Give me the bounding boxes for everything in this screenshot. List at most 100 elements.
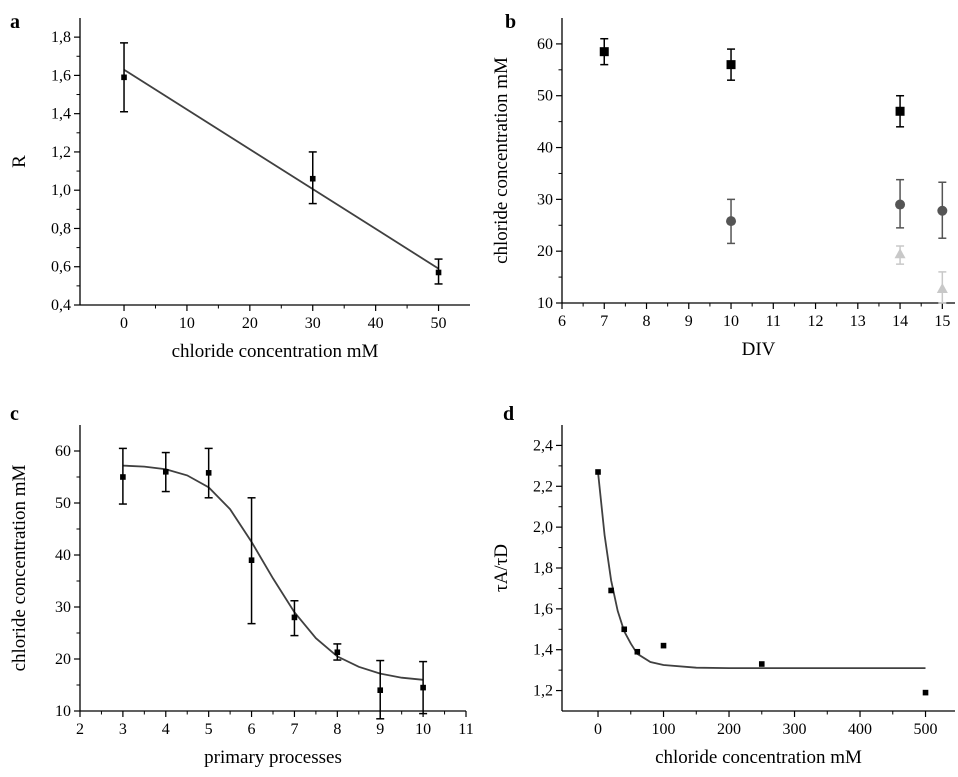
y-tick-label: 60: [537, 36, 553, 53]
data-point: [595, 469, 601, 475]
x-tick-label: 10: [179, 315, 195, 332]
y-tick-label: 50: [537, 88, 553, 105]
y-tick-label: 20: [537, 243, 553, 260]
x-tick-label: 300: [783, 721, 807, 738]
y-tick-label: 0,4: [51, 297, 71, 314]
x-tick-label: 14: [892, 313, 908, 330]
panel-letter: b: [505, 11, 516, 33]
data-point: [922, 689, 929, 696]
y-tick-label: 40: [55, 547, 71, 564]
x-tick-label: 9: [685, 313, 693, 330]
x-tick-label: 400: [848, 721, 872, 738]
y-tick-label: 2,2: [533, 478, 553, 495]
panel-d: d 0 100 200 300 400 500 1,2 1,4 1,6 1,8 2,0 2,2 2,4 ch…: [491, 403, 955, 768]
x-tick-label: 20: [242, 315, 258, 332]
data-point: [895, 199, 906, 210]
x-tick-label: 10: [723, 313, 739, 330]
data-point: [726, 216, 737, 227]
data-point: [758, 661, 765, 667]
data-point: [205, 470, 212, 476]
y-axis-label: R: [9, 155, 30, 168]
panel-a: a 0 10 20 30 40 50 0,4 0,6 0,8 1,0 1,2 1,4 1,6 1,8 chlo…: [9, 11, 470, 362]
y-tick-label: 1,6: [51, 67, 71, 84]
y-tick-label: 1,2: [533, 683, 553, 700]
x-tick-label: 4: [162, 721, 170, 738]
x-tick-label: 7: [600, 313, 608, 330]
y-axis-label-main: τA: [491, 570, 512, 592]
data-point: [936, 282, 948, 293]
fit-curve: [123, 68, 439, 270]
x-tick-label: 6: [558, 313, 566, 330]
panel-letter: c: [10, 403, 19, 425]
data-point: [599, 47, 609, 57]
data-point: [726, 60, 736, 70]
x-tick-label: 13: [850, 313, 866, 330]
y-axis-label: chloride concentration mM: [491, 57, 512, 264]
data-point: [420, 684, 426, 691]
x-tick-label: 40: [368, 315, 384, 332]
x-tick-label: 0: [594, 721, 602, 738]
y-tick-label: 2,4: [533, 437, 553, 454]
y-tick-label: 0,6: [51, 259, 71, 276]
x-tick-label: 3: [119, 721, 127, 738]
y-tick-label: 1,0: [51, 182, 71, 199]
data-point: [634, 648, 641, 655]
y-tick-label: 50: [55, 495, 71, 512]
fit-curve: [122, 464, 424, 681]
y-tick-label: 1,8: [51, 29, 71, 46]
x-tick-label: 9: [376, 721, 384, 738]
panel-b: b 6 7 8 9 10 11 12 13 14 15 10 20 30 40 50 60 DIV chloride…: [491, 11, 955, 360]
y-tick-label: 2,0: [533, 519, 553, 536]
data-point: [377, 687, 384, 693]
y-tick-label: 10: [537, 295, 553, 312]
data-point: [621, 626, 628, 633]
y-tick-label: 1,4: [533, 642, 553, 659]
x-axis-label: chloride concentration mM: [172, 341, 379, 362]
x-tick-label: 8: [333, 721, 341, 738]
y-tick-label: 1,6: [533, 601, 553, 618]
x-tick-label: 30: [305, 315, 321, 332]
y-axis-label: chloride concentration mM: [9, 464, 30, 671]
x-tick-label: 500: [914, 721, 938, 738]
x-tick-label: 5: [205, 721, 213, 738]
y-tick-label: 20: [55, 651, 71, 668]
x-tick-label: 12: [808, 313, 824, 330]
x-tick-label: 7: [290, 721, 298, 738]
panel-letter: d: [503, 403, 514, 425]
y-tick-label: 60: [55, 443, 71, 460]
x-tick-label: 11: [458, 721, 473, 738]
data-point: [660, 642, 667, 649]
x-axis-label: chloride concentration mM: [655, 747, 862, 768]
y-tick-label: 1,2: [51, 144, 71, 161]
y-tick-label: 10: [55, 703, 71, 720]
panel-c: c 2 3 4 5 6 7 8 9 10 11 10 20 30 40 50 60 primary process…: [9, 403, 474, 768]
data-point: [937, 205, 948, 216]
x-tick-label: 11: [766, 313, 781, 330]
data-point: [121, 74, 127, 81]
x-tick-label: 0: [120, 315, 128, 332]
x-tick-label: 50: [431, 315, 447, 332]
data-point: [248, 557, 255, 563]
x-tick-label: 15: [934, 313, 950, 330]
x-axis-label: DIV: [742, 339, 776, 360]
y-axis-label: τA/τD: [491, 544, 512, 592]
x-tick-label: 200: [717, 721, 741, 738]
data-point: [435, 269, 442, 276]
x-tick-label: 6: [248, 721, 256, 738]
y-tick-label: 40: [537, 140, 553, 157]
y-tick-label: 30: [55, 599, 71, 616]
x-tick-label: 8: [643, 313, 651, 330]
y-axis-label-sub: /τD: [491, 544, 512, 571]
data-point: [895, 106, 905, 116]
y-tick-label: 1,8: [533, 560, 553, 577]
data-point: [291, 614, 298, 621]
data-point: [162, 469, 169, 475]
data-point: [334, 649, 341, 656]
x-tick-label: 2: [76, 721, 84, 738]
data-point: [120, 474, 126, 480]
x-axis-label: primary processes: [204, 747, 342, 768]
x-tick-label: 100: [652, 721, 676, 738]
data-point: [309, 175, 316, 182]
y-tick-label: 1,4: [51, 106, 71, 123]
